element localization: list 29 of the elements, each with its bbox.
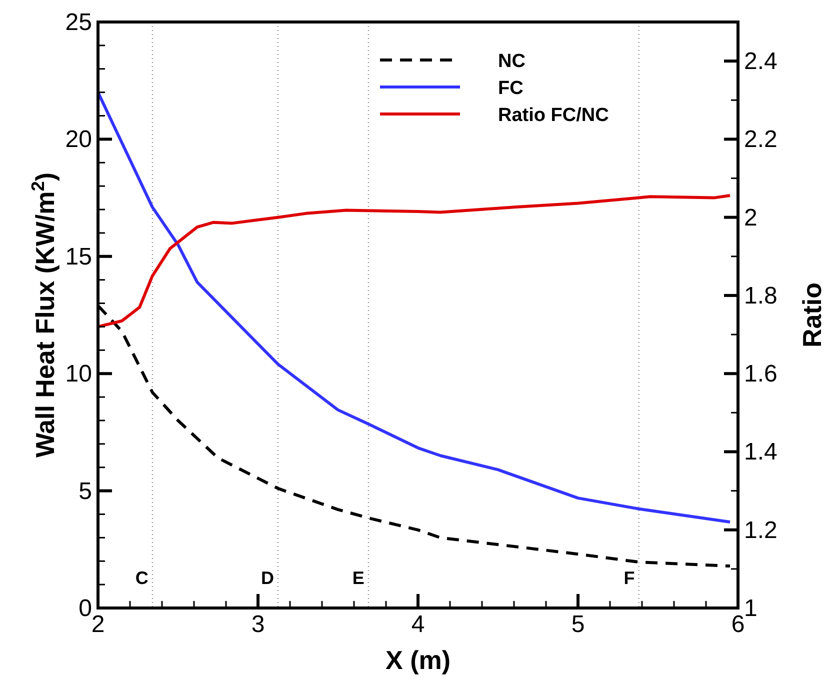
y-tick-label: 0 [78, 595, 92, 622]
y2-tick-label: 1.6 [744, 360, 778, 388]
legend-label: Ratio FC/NC [498, 105, 610, 126]
y2-tick-label: 1.8 [744, 282, 778, 310]
y2-tick-label: 2.2 [744, 126, 778, 154]
y2-tick-label: 1 [744, 595, 758, 622]
x-tick-label: 2 [91, 611, 105, 638]
y2-tick-label: 1.2 [744, 516, 778, 544]
y2-tick-label: 2 [744, 204, 758, 232]
ref-line-label: F [624, 568, 635, 588]
ref-line-label: E [352, 568, 364, 588]
legend-label: FC [498, 78, 524, 99]
y-tick-label: 15 [65, 243, 92, 270]
line-series [96, 194, 732, 328]
x-tick-label: 6 [731, 611, 745, 638]
legend-label: NC [498, 51, 526, 72]
x-tick-label: 5 [571, 611, 585, 638]
y-tick-label: 5 [78, 478, 92, 505]
x-axis-title: X (m) [386, 645, 450, 675]
y-tick-label: 25 [65, 9, 92, 36]
y2-tick-label: 2.4 [744, 48, 778, 76]
ref-line-label: C [135, 568, 148, 588]
ref-line-label: D [261, 568, 274, 588]
y-tick-label: 10 [65, 360, 92, 388]
x-tick-label: 4 [411, 611, 425, 638]
y-tick-label: 20 [65, 126, 92, 154]
x-tick-label: 3 [251, 611, 265, 638]
y2-tick-label: 1.4 [744, 438, 778, 466]
y2-axis-title: Ratio [797, 282, 827, 348]
